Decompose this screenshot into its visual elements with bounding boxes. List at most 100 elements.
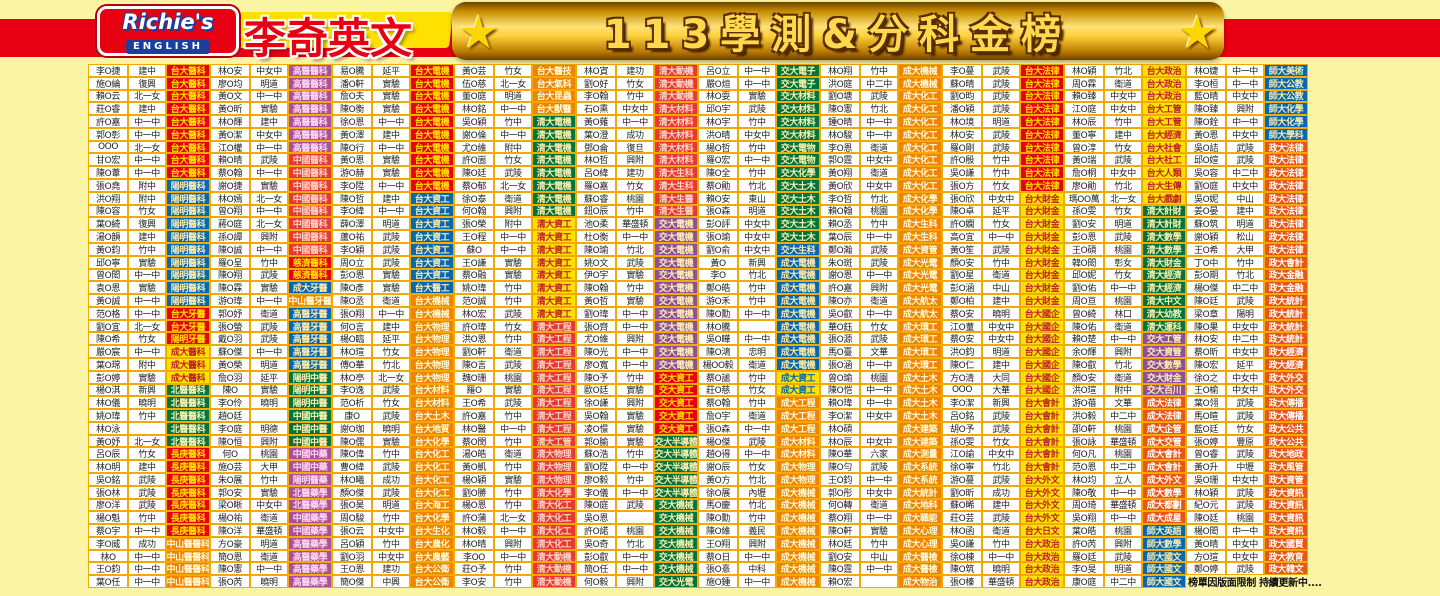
student-name-cell: 黃O昕	[210, 102, 250, 116]
student-name-cell: 賴O瑋	[820, 396, 860, 410]
student-name-cell: 林O曦	[332, 473, 372, 486]
student-name-cell: 林O哲	[576, 153, 616, 167]
school-cell: 竹中	[616, 89, 654, 103]
student-name-cell: 蔡O翔	[820, 511, 860, 525]
school-cell: 衛道	[982, 268, 1020, 282]
school-cell: 中一中	[860, 511, 898, 525]
department-cell: 高醫藥學	[288, 536, 332, 550]
student-name-cell: 林O安	[942, 127, 982, 141]
school-cell: 復興	[128, 76, 166, 90]
school-cell: 興附	[1226, 102, 1264, 116]
student-name-cell: 葉O皓	[1064, 524, 1104, 537]
student-name-cell: 方O清	[942, 370, 982, 384]
student-name-cell: 李O逸	[332, 383, 372, 397]
school-cell: 建功	[616, 64, 654, 77]
student-name-cell: 陳O鴻	[698, 345, 738, 358]
student-name-cell: 李O儀	[576, 485, 616, 499]
department-cell: 交大財金	[1142, 370, 1186, 384]
student-name-cell: 鄭O柏	[942, 294, 982, 307]
student-name-cell: 張O林	[88, 485, 128, 499]
student-name-cell: 陳O勳	[698, 306, 738, 320]
school-cell: 中女中	[1226, 127, 1264, 141]
department-cell: 政大教育	[1264, 549, 1308, 563]
department-cell: 中山醫醫科	[166, 562, 210, 576]
student-name-cell: 蔡O安	[942, 306, 982, 320]
department-cell: 陽明醫藥	[288, 473, 332, 486]
school-cell: 中一中	[982, 230, 1020, 243]
school-cell: 竹中	[494, 498, 532, 512]
department-cell: 師大國文	[1142, 562, 1186, 576]
student-name-cell: 吳O銘	[88, 473, 128, 486]
school-cell: 中一中	[860, 473, 898, 486]
department-cell: 中國中醫	[288, 434, 332, 448]
department-cell: 清大電機	[532, 127, 576, 141]
school-cell: 成功	[616, 127, 654, 141]
school-cell: 立人	[1104, 473, 1142, 486]
school-cell: 實驗	[250, 281, 288, 295]
school-cell: 北一女	[372, 370, 410, 384]
student-name-cell: 李O伶	[210, 396, 250, 410]
department-cell: 清大電機	[532, 179, 576, 192]
school-cell	[250, 409, 288, 422]
department-cell: 政大統計	[1264, 306, 1308, 320]
student-name-cell: 吳O奇	[576, 536, 616, 550]
student-name-cell: 郭O腧	[576, 434, 616, 448]
department-cell: 政大法律	[1264, 153, 1308, 167]
department-cell: 台大土木	[410, 409, 454, 422]
school-cell: 衛道	[738, 409, 776, 422]
school-cell: 北一女	[250, 217, 288, 231]
department-cell: 陽明醫科	[166, 242, 210, 256]
school-cell: 武陵	[250, 319, 288, 333]
department-cell: 交大生科	[776, 242, 820, 256]
department-cell: 台大會計	[1020, 447, 1064, 461]
student-name-cell: 蔡O謐	[698, 370, 738, 384]
student-name-cell: 施O鍾	[698, 575, 738, 589]
department-cell: 成大建築	[898, 421, 942, 435]
student-name-cell: 游O蔓	[942, 473, 982, 486]
school-cell: 武陵	[1226, 140, 1264, 154]
department-cell: 清大經濟	[1142, 268, 1186, 282]
department-cell: 交大電機	[654, 255, 698, 269]
school-cell: 武陵	[982, 64, 1020, 77]
student-name-cell: 鄧O侖	[576, 140, 616, 154]
student-name-cell: 廖O均	[210, 76, 250, 90]
student-name-cell: 張O云	[332, 524, 372, 537]
school-cell: 武陵	[1226, 294, 1264, 307]
department-cell: 交大電子	[776, 76, 820, 90]
department-cell: 陽明中醫	[288, 370, 332, 384]
school-cell: 華盛頓	[1104, 434, 1142, 448]
student-name-cell: 李O潔	[820, 409, 860, 422]
student-name-cell: 孫O雯	[942, 434, 982, 448]
school-cell: 中一中	[738, 575, 776, 589]
star-icon: ★	[1176, 5, 1218, 59]
student-name-cell: 黃O文	[210, 89, 250, 103]
department-cell: 成大外文	[1142, 473, 1186, 486]
department-cell: 成大數學	[1142, 485, 1186, 499]
school-cell: 中一中	[860, 306, 898, 320]
department-cell: 台大財金	[1020, 268, 1064, 282]
student-name-cell: 蘇O晞	[942, 498, 982, 512]
student-name-cell: 林O均	[1064, 473, 1104, 486]
student-name-cell: 林O儀	[88, 396, 128, 410]
student-name-cell: 彭O婷	[88, 370, 128, 384]
department-cell: 台大會計	[1020, 421, 1064, 435]
department-cell: 成大系統	[898, 473, 942, 486]
school-cell: 中一中	[494, 421, 532, 435]
school-cell: 中一中	[372, 306, 410, 320]
department-cell: 交大機械	[654, 511, 698, 525]
department-cell: 政大風管	[1264, 460, 1308, 473]
department-cell: 台大機械	[410, 294, 454, 307]
department-cell: 台大醫科	[166, 102, 210, 116]
school-cell: 中山	[1226, 191, 1264, 205]
student-name-cell: 周O亘	[1064, 294, 1104, 307]
school-cell: 中一中	[128, 524, 166, 537]
department-cell: 交大機械	[654, 549, 698, 563]
school-cell: 竹中	[738, 140, 776, 154]
student-name-cell: 黃O哲	[576, 294, 616, 307]
department-cell: 台大法律	[1020, 179, 1064, 192]
school-cell: 華盛頓	[250, 524, 288, 537]
school-cell: 中一中	[860, 127, 898, 141]
school-cell: 成功	[128, 536, 166, 550]
student-name-cell: 徐O寧	[942, 460, 982, 473]
school-cell: 武陵	[1226, 409, 1264, 422]
